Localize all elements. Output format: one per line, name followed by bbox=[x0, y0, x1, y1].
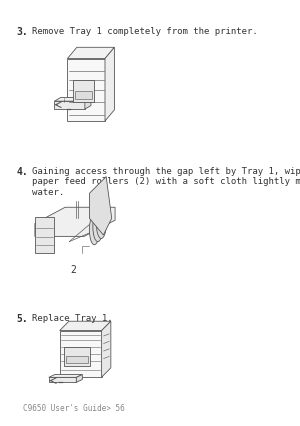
Polygon shape bbox=[105, 47, 114, 121]
Circle shape bbox=[89, 215, 99, 245]
Polygon shape bbox=[35, 207, 115, 236]
Circle shape bbox=[93, 212, 103, 242]
Polygon shape bbox=[68, 47, 114, 58]
FancyBboxPatch shape bbox=[35, 217, 54, 253]
FancyBboxPatch shape bbox=[66, 356, 88, 363]
FancyBboxPatch shape bbox=[68, 58, 105, 121]
FancyBboxPatch shape bbox=[49, 377, 76, 383]
Text: C9650 User's Guide> 56: C9650 User's Guide> 56 bbox=[23, 404, 124, 413]
Text: Gaining access through the gap left by Tray 1, wipe the 3
paper feed rollers (2): Gaining access through the gap left by T… bbox=[32, 167, 300, 197]
Polygon shape bbox=[60, 321, 111, 331]
Circle shape bbox=[96, 209, 106, 239]
Text: 4.: 4. bbox=[17, 167, 28, 177]
Text: 5.: 5. bbox=[17, 314, 28, 324]
FancyBboxPatch shape bbox=[55, 101, 85, 109]
FancyBboxPatch shape bbox=[73, 81, 94, 102]
Text: Remove Tray 1 completely from the printer.: Remove Tray 1 completely from the printe… bbox=[32, 27, 258, 36]
Text: Replace Tray 1.: Replace Tray 1. bbox=[32, 314, 112, 323]
FancyBboxPatch shape bbox=[64, 347, 90, 366]
Text: 2: 2 bbox=[71, 265, 76, 275]
FancyBboxPatch shape bbox=[75, 91, 92, 99]
Polygon shape bbox=[76, 374, 82, 383]
Polygon shape bbox=[89, 176, 112, 235]
FancyBboxPatch shape bbox=[60, 331, 102, 377]
Polygon shape bbox=[102, 321, 111, 377]
Polygon shape bbox=[49, 374, 82, 377]
Polygon shape bbox=[55, 98, 91, 101]
Text: 3.: 3. bbox=[17, 27, 28, 37]
Polygon shape bbox=[85, 98, 91, 109]
